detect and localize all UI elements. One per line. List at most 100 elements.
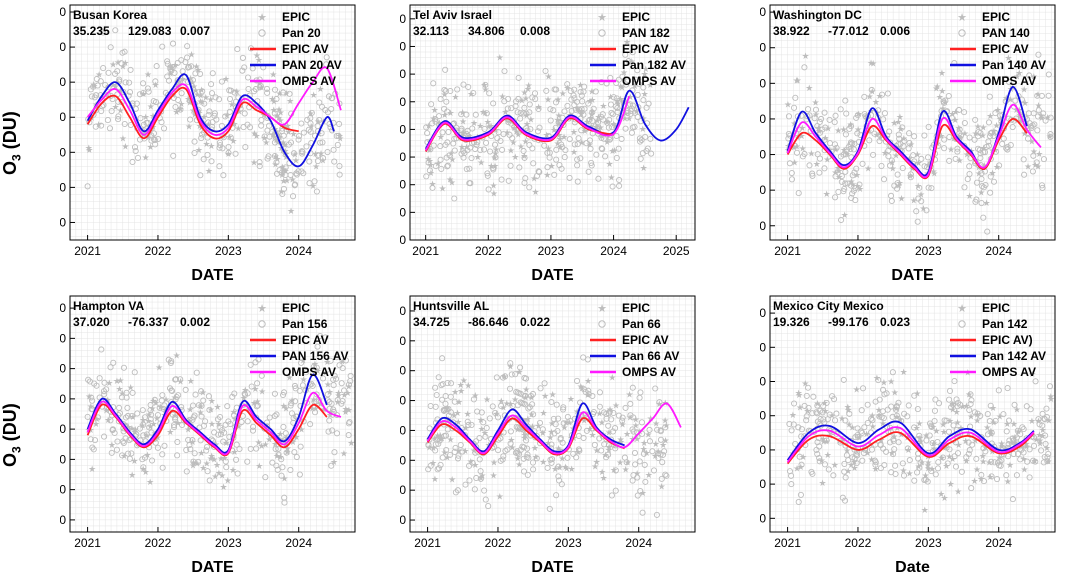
pan-point <box>332 375 340 382</box>
pan-point <box>128 412 136 419</box>
epic-point: ★ <box>956 155 964 165</box>
epic-point: ★ <box>869 59 877 69</box>
epic-point: ★ <box>191 109 199 119</box>
epic-point: ★ <box>790 118 798 128</box>
epic-point: ★ <box>1038 113 1046 123</box>
epic-point: ★ <box>868 410 876 420</box>
pan-point <box>483 110 490 117</box>
pan-point <box>856 181 863 188</box>
epic-point: ★ <box>189 460 197 470</box>
pan-point <box>517 115 524 122</box>
pan-point <box>555 473 562 480</box>
epic-point: ★ <box>480 80 488 90</box>
epic-point: ★ <box>124 422 132 432</box>
y-tick-label: 300 <box>760 409 766 423</box>
epic-point: ★ <box>497 396 505 406</box>
epic-point: ★ <box>490 458 498 468</box>
pan-point <box>914 218 921 225</box>
pan-point <box>529 145 536 152</box>
epic-point: ★ <box>1044 457 1052 467</box>
epic-point: ★ <box>509 137 517 147</box>
epic-point: ★ <box>593 116 601 126</box>
pan-point <box>915 450 922 457</box>
pan-point <box>107 417 114 424</box>
pan-point <box>544 464 551 471</box>
pan-point <box>476 456 483 463</box>
epic-point: ★ <box>662 421 670 431</box>
epic-point: ★ <box>867 58 875 68</box>
pan-point <box>610 409 617 417</box>
epic-point: ★ <box>1036 438 1044 448</box>
pan-point <box>231 390 238 397</box>
legend-epic-marker: ★ <box>597 303 607 315</box>
pan-point <box>425 159 432 166</box>
epic-point: ★ <box>915 461 923 471</box>
pan-point <box>945 92 952 100</box>
legend-label: Pan 20 <box>282 26 321 40</box>
epic-point: ★ <box>977 187 985 197</box>
pan-point <box>621 454 628 461</box>
epic-point: ★ <box>215 468 223 478</box>
pan-point <box>287 402 294 409</box>
pan-point <box>171 69 178 76</box>
pan-point <box>627 400 634 407</box>
epic-point: ★ <box>584 390 592 400</box>
epic-point: ★ <box>587 113 595 123</box>
pan-point <box>129 389 136 396</box>
pan-point <box>888 469 895 476</box>
pan-point <box>884 90 891 97</box>
pan-point <box>536 419 544 426</box>
epic-point: ★ <box>489 470 497 480</box>
station-lon: 129.083 <box>128 24 172 38</box>
epic-point: ★ <box>556 134 564 144</box>
pan-point <box>842 151 850 158</box>
epic-point: ★ <box>633 469 641 479</box>
epic-point: ★ <box>317 149 325 159</box>
epic-point: ★ <box>995 453 1003 463</box>
pan-point <box>864 419 871 427</box>
pan-point <box>308 109 315 116</box>
pan-point <box>314 343 321 350</box>
pan-point <box>818 115 825 123</box>
pan-point <box>853 165 860 172</box>
pan-point <box>1007 142 1014 149</box>
pan-point <box>534 128 542 135</box>
epic-point: ★ <box>938 68 946 78</box>
pan-point <box>798 461 805 468</box>
pan-point <box>329 427 336 434</box>
pan-point <box>275 451 282 458</box>
epic-point: ★ <box>522 137 530 147</box>
pan-point <box>92 123 99 130</box>
pan-point <box>641 75 648 83</box>
pan-point <box>943 417 950 424</box>
epic-point: ★ <box>948 109 956 119</box>
epic-point: ★ <box>437 132 445 142</box>
pan-point <box>345 381 353 388</box>
pan-point <box>161 402 168 409</box>
epic-point: ★ <box>121 142 129 152</box>
pan-point <box>609 111 616 118</box>
pan-point <box>345 432 352 439</box>
pan-point <box>107 364 114 371</box>
pan-point <box>547 106 554 113</box>
epic-point: ★ <box>90 79 98 89</box>
pan-point <box>307 421 314 428</box>
epic-point: ★ <box>915 158 923 168</box>
epic-point: ★ <box>507 435 515 445</box>
pan-point <box>100 65 107 72</box>
epic-point: ★ <box>280 473 288 483</box>
epic-point: ★ <box>129 412 137 422</box>
pan-av-line <box>424 89 690 150</box>
epic-point: ★ <box>231 414 239 424</box>
epic-point: ★ <box>847 176 855 186</box>
epic-point: ★ <box>199 388 207 398</box>
pan-point <box>587 145 594 152</box>
station-info: 34.725 -86.646 0.022 <box>413 315 550 329</box>
epic-point: ★ <box>599 101 607 111</box>
pan-point <box>1017 456 1024 463</box>
epic-point: ★ <box>575 106 583 116</box>
x-tick-label: 2024 <box>285 536 312 550</box>
epic-point: ★ <box>938 86 946 96</box>
pan-point <box>634 474 641 481</box>
